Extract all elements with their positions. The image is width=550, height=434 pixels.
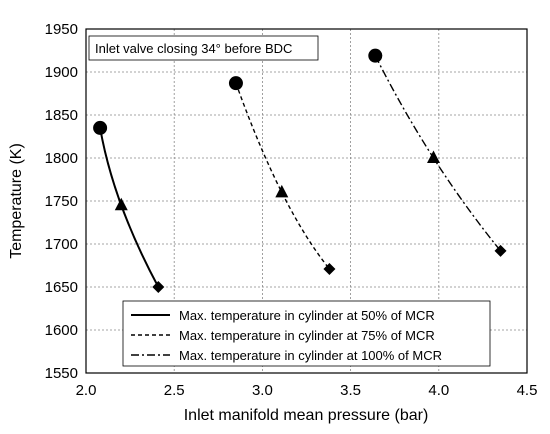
data-point-triangle [427,150,441,163]
series-3 [368,48,507,257]
series-2 [228,76,336,275]
legend-label: Max. temperature in cylinder at 50% of M… [179,308,435,323]
y-tick-label: 1650 [45,279,78,296]
series-line [235,82,330,270]
series-1 [93,120,165,293]
y-tick-label: 1900 [45,64,78,81]
series-layer [93,48,507,293]
data-point-circle [368,48,383,63]
data-point-triangle [114,197,128,211]
annotation-text: Inlet valve closing 34° before BDC [95,41,292,56]
x-tick-label: 2.0 [76,382,97,399]
data-point-circle [93,120,108,135]
data-point-diamond [494,244,507,257]
y-tick-label: 1600 [45,322,78,339]
legend: Max. temperature in cylinder at 50% of M… [122,300,491,367]
x-tick-label: 2.5 [164,382,185,399]
x-tick-label: 4.5 [517,382,538,399]
y-tick-label: 1950 [45,21,78,38]
y-axis-label: Temperature (K) [8,143,25,259]
annotation-frame [88,35,319,61]
y-tick-label: 1750 [45,193,78,210]
x-tick-label: 3.5 [340,382,361,399]
data-point-diamond [152,281,165,293]
y-tick-label: 1700 [45,236,78,253]
legend-label: Max. temperature in cylinder at 75% of M… [179,328,435,343]
data-point-triangle [275,184,289,198]
y-tick-label: 1800 [45,150,78,167]
y-tick-label: 1850 [45,107,78,124]
x-tick-labels: 2.0 2.5 3.0 3.5 4.0 4.5 [76,382,538,399]
y-tick-labels: 1550 1600 1650 1700 1750 1800 1850 1900 1950 [45,21,78,382]
data-point-diamond [323,262,336,275]
data-point-circle [228,76,243,91]
x-axis-label: Inlet manifold mean pressure (bar) [184,407,429,424]
x-tick-label: 3.0 [252,382,273,399]
y-tick-label: 1550 [45,365,78,382]
plot-frame [85,28,528,374]
legend-frame [122,300,491,367]
x-tick-label: 4.0 [428,382,449,399]
annotation-box: Inlet valve closing 34° before BDC [88,35,319,61]
legend-label: Max. temperature in cylinder at 100% of … [179,348,442,363]
